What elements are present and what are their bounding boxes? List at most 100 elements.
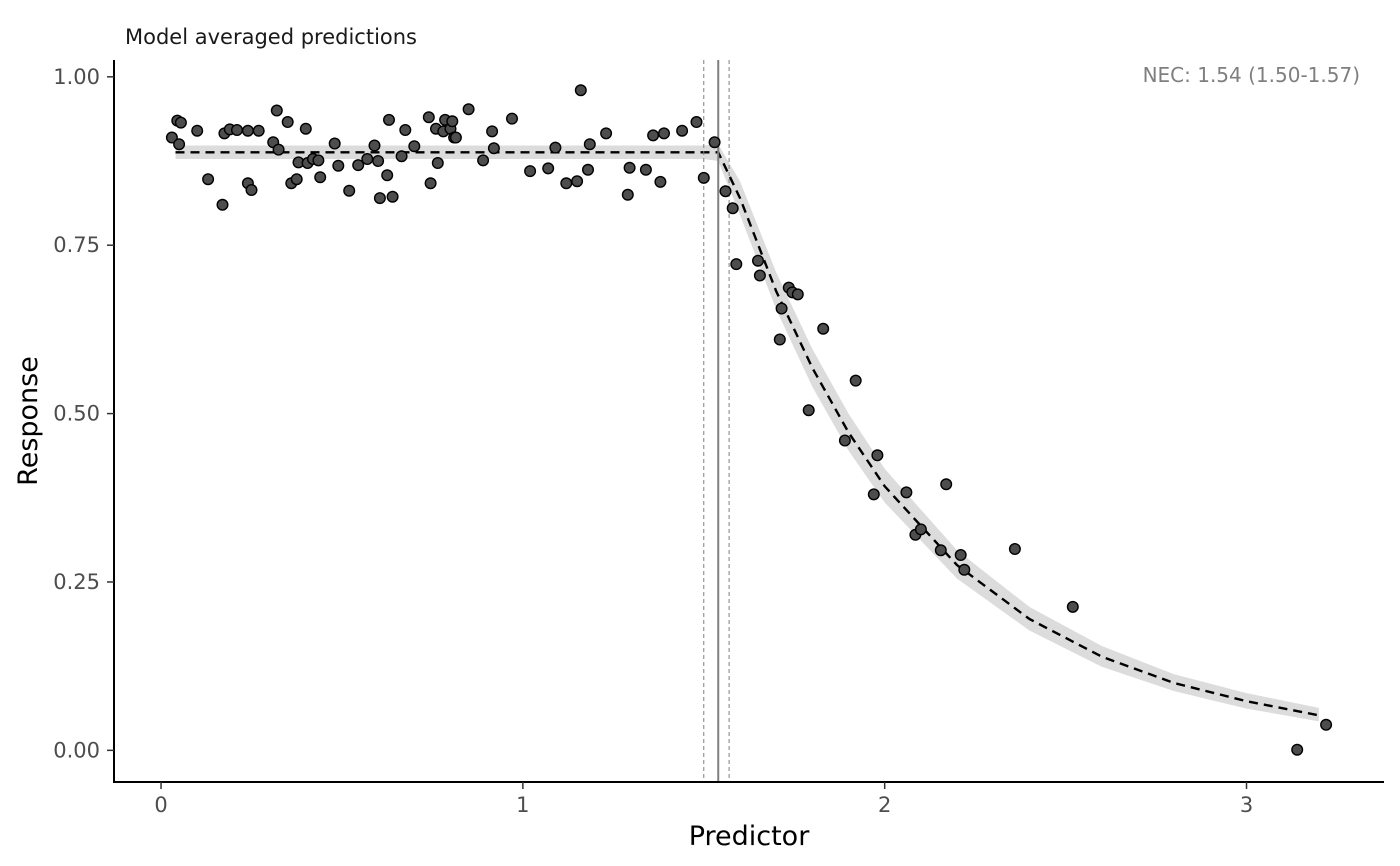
- data-point: [708, 136, 721, 149]
- data-point: [381, 169, 394, 182]
- data-point: [560, 177, 573, 190]
- data-point: [408, 140, 421, 153]
- data-point: [270, 104, 283, 117]
- data-point: [697, 171, 710, 184]
- data-point: [202, 173, 215, 186]
- data-point: [752, 254, 765, 267]
- data-point: [173, 138, 186, 151]
- data-point: [174, 116, 187, 129]
- data-point: [871, 449, 884, 462]
- data-point: [1008, 543, 1021, 556]
- data-point: [462, 103, 475, 116]
- data-point: [332, 159, 345, 172]
- plot-area: 0.00 0.25 0.50 0.75 1.00 0 1 2 3: [53, 60, 1384, 817]
- data-point: [647, 129, 660, 142]
- data-point: [849, 374, 862, 387]
- data-point: [486, 125, 499, 138]
- data-point: [449, 131, 462, 144]
- chart-title: Model averaged predictions: [125, 25, 417, 49]
- data-point: [1291, 743, 1304, 756]
- data-point: [241, 124, 254, 137]
- x-tick-label: 1: [516, 793, 529, 817]
- data-point: [314, 171, 327, 184]
- data-point: [775, 302, 788, 315]
- data-point: [372, 154, 385, 167]
- data-point: [424, 177, 437, 190]
- x-axis-title: Predictor: [689, 821, 811, 852]
- data-point: [352, 159, 365, 172]
- data-point: [312, 154, 325, 167]
- data-point: [958, 563, 971, 576]
- data-point: [867, 488, 880, 501]
- data-point: [328, 137, 341, 150]
- data-point: [658, 127, 671, 140]
- data-point: [753, 269, 766, 282]
- data-point: [773, 333, 786, 346]
- data-point: [838, 434, 851, 447]
- y-axis-title: Response: [13, 356, 44, 486]
- data-point: [506, 112, 519, 125]
- data-point: [368, 139, 381, 152]
- data-point: [623, 161, 636, 174]
- data-point: [477, 154, 490, 167]
- data-point: [583, 138, 596, 151]
- data-point: [571, 175, 584, 188]
- data-point: [1320, 718, 1333, 731]
- data-point: [524, 165, 537, 178]
- data-point: [290, 173, 303, 186]
- data-point: [791, 288, 804, 301]
- data-point: [914, 523, 927, 536]
- data-point: [165, 131, 178, 144]
- data-point: [639, 163, 652, 176]
- data-point: [654, 175, 667, 188]
- data-point: [487, 142, 500, 155]
- data-point: [281, 115, 294, 128]
- data-point: [395, 150, 408, 163]
- data-point: [549, 141, 562, 154]
- data-point: [446, 115, 459, 128]
- data-point: [730, 258, 743, 271]
- data-point: [940, 478, 953, 491]
- data-point: [386, 190, 399, 203]
- data-point: [676, 124, 689, 137]
- data-point: [343, 184, 356, 197]
- data-point: [802, 404, 815, 417]
- data-point: [299, 122, 312, 135]
- data-point: [719, 185, 732, 198]
- data-point: [690, 115, 703, 128]
- data-point: [574, 84, 587, 97]
- data-point: [399, 123, 412, 136]
- data-point: [361, 152, 374, 165]
- data-point: [1066, 600, 1079, 613]
- x-tick-label: 3: [1240, 793, 1253, 817]
- y-tick-label: 0.00: [53, 738, 100, 762]
- fitted-curve: [175, 151, 1320, 717]
- data-point: [245, 183, 258, 196]
- data-point: [216, 198, 229, 211]
- data-point: [191, 124, 204, 137]
- data-point: [726, 202, 739, 215]
- y-tick-label: 1.00: [53, 65, 100, 89]
- x-tick-label: 2: [878, 793, 891, 817]
- data-point: [230, 123, 243, 136]
- data-point: [272, 143, 285, 156]
- data-point: [954, 549, 967, 562]
- data-point: [582, 163, 595, 176]
- y-tick-label: 0.50: [53, 402, 100, 426]
- data-point: [600, 127, 613, 140]
- x-tick-label: 0: [154, 793, 167, 817]
- credible-interval-ribbon: [175, 144, 1319, 722]
- data-point: [542, 162, 555, 175]
- y-tick-label: 0.25: [53, 570, 100, 594]
- y-tick-label: 0.75: [53, 233, 100, 257]
- data-point: [431, 156, 444, 169]
- data-point: [900, 486, 913, 499]
- data-point: [422, 111, 435, 124]
- data-point: [934, 544, 947, 557]
- data-point: [383, 113, 396, 126]
- data-point: [252, 124, 265, 137]
- data-point: [817, 322, 830, 335]
- data-point: [373, 192, 386, 205]
- data-point: [621, 188, 634, 201]
